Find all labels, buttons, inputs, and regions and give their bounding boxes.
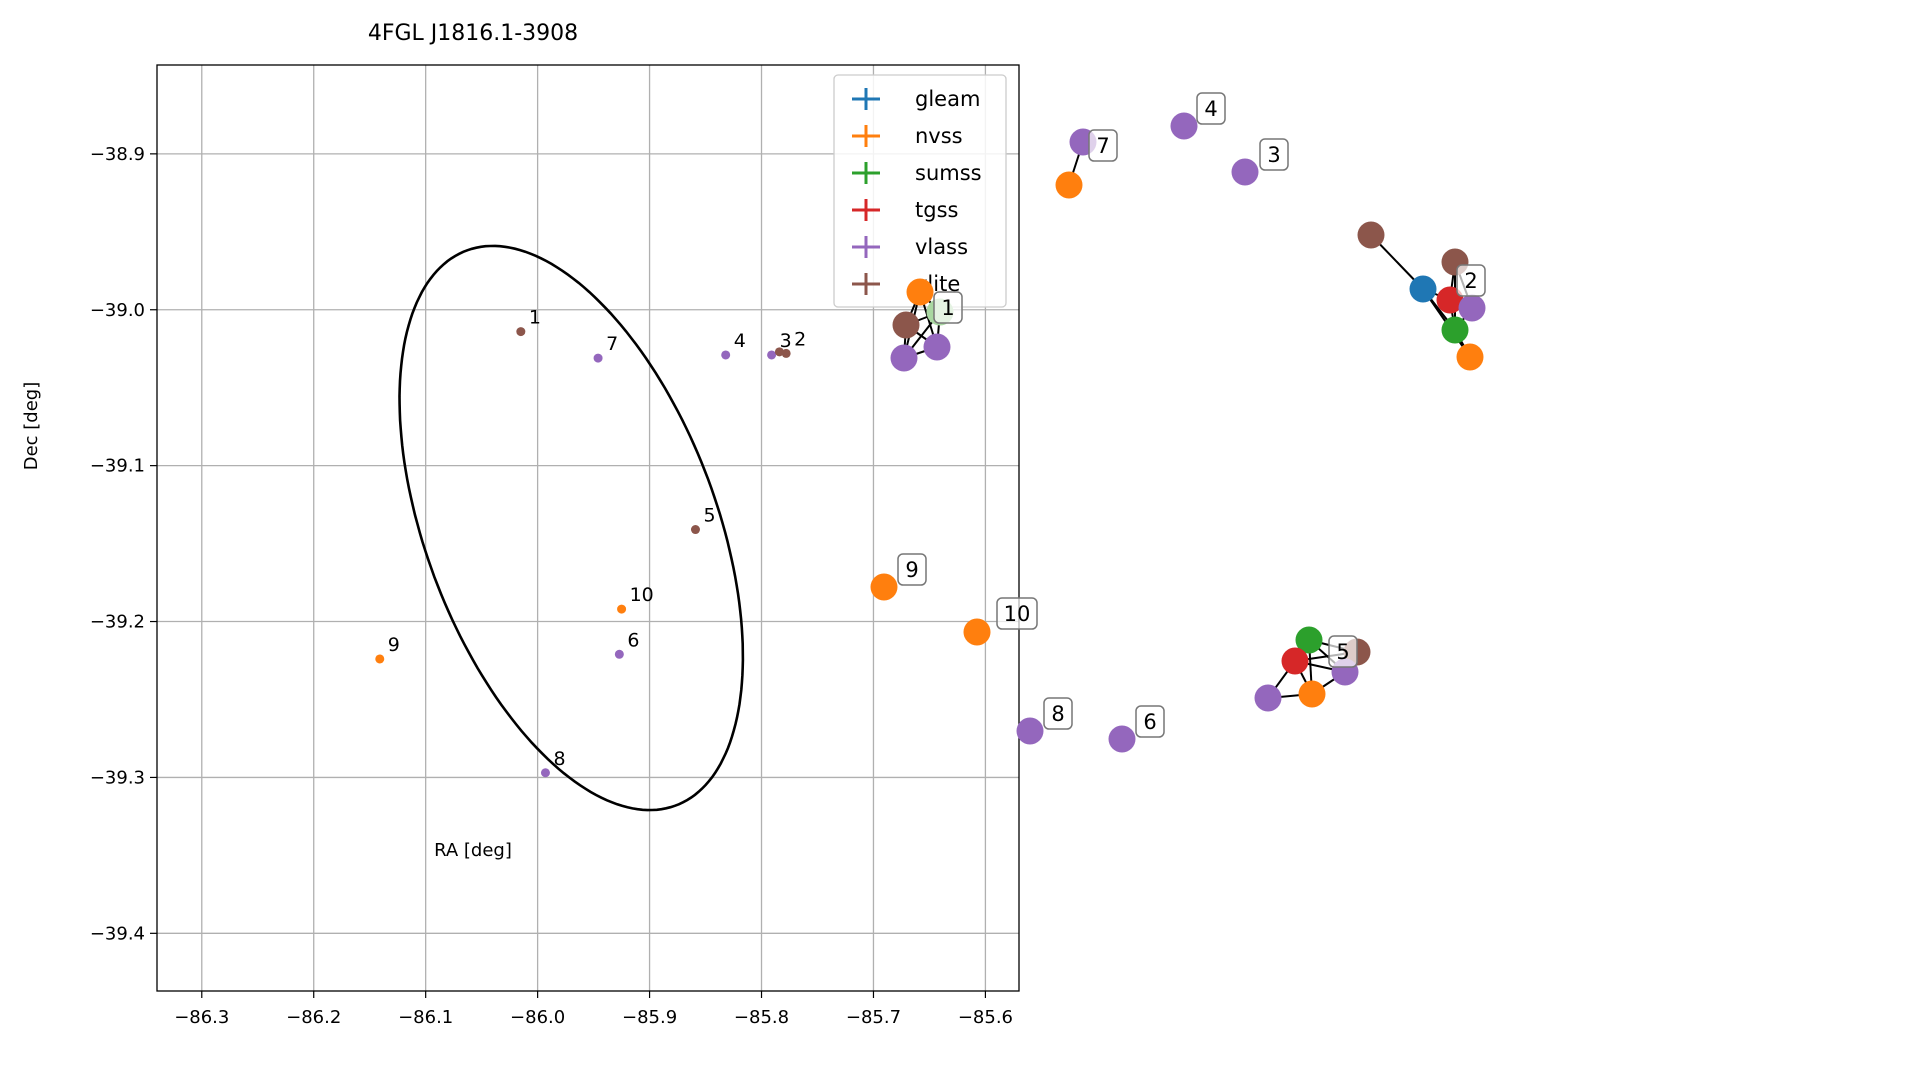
network-label-box	[897, 553, 927, 586]
network-label-box	[996, 597, 1038, 630]
network-label-box	[1328, 635, 1358, 668]
y-axis-label: Dec [deg]	[21, 382, 42, 471]
plot-axes: −86.3 −86.2 −86.1 −86.0 −85.9 −85.8 −85.7 −85.6…	[90, 64, 1020, 1028]
source-point-vlass[interactable]	[614, 649, 624, 659]
plot-gridlines	[157, 65, 1019, 991]
network-node-vlass[interactable]	[890, 344, 918, 372]
legend-label-tgss: tgss	[915, 198, 958, 222]
network-node-vlite[interactable]	[892, 311, 920, 339]
y-tick-label: −39.4	[90, 923, 145, 944]
network-label-box	[1456, 264, 1486, 297]
source-point-nvss[interactable]	[375, 654, 385, 664]
network-node-vlass[interactable]	[1458, 294, 1486, 322]
x-tick-label: −86.2	[286, 1007, 341, 1028]
network-label-box	[1196, 92, 1226, 125]
network-node-vlass[interactable]	[923, 333, 951, 361]
legend-box	[833, 74, 1007, 308]
source-label: 6	[627, 629, 639, 651]
source-label: 7	[606, 333, 618, 355]
network-node-vlite[interactable]	[1357, 221, 1385, 249]
source-point-vlass[interactable]	[593, 353, 603, 363]
network-label: 5	[1336, 640, 1349, 664]
source-point-nvss[interactable]	[617, 604, 627, 614]
network-node-nvss[interactable]	[1298, 680, 1326, 708]
source-point-vlite[interactable]	[516, 327, 526, 337]
source-point-vlass[interactable]	[767, 350, 777, 360]
network-label-box	[1135, 705, 1165, 738]
x-tick-label: −86.3	[174, 1007, 229, 1028]
x-tick-label: −85.8	[734, 1007, 789, 1028]
network-node-sumss[interactable]	[1441, 316, 1469, 344]
source-point-vlass[interactable]	[540, 768, 550, 778]
network-node-nvss[interactable]	[870, 573, 898, 601]
network-label: 4	[1204, 97, 1217, 121]
network-node-nvss[interactable]	[906, 278, 934, 306]
error-ellipse-group	[398, 244, 745, 812]
y-tick-label: −38.9	[90, 144, 145, 165]
source-point-vlite[interactable]	[774, 347, 784, 357]
network-labels: 7 4 3 2 1 9 10 5 8 6	[897, 92, 1486, 738]
network-label: 6	[1143, 710, 1156, 734]
network-node-nvss[interactable]	[1055, 171, 1083, 199]
x-tick-label: −86.0	[510, 1007, 565, 1028]
network-label: 10	[1004, 602, 1031, 626]
network-label: 7	[1096, 134, 1109, 158]
source-label: 5	[703, 505, 715, 527]
source-label: 8	[553, 748, 565, 770]
network-node-nvss[interactable]	[1456, 343, 1484, 371]
plot-title: 4FGL J1816.1-3908	[368, 21, 578, 46]
network-label: 2	[1464, 269, 1477, 293]
plot-frame	[156, 64, 1020, 992]
network-node-vlass[interactable]	[1016, 717, 1044, 745]
network-node-gleam[interactable]	[1409, 275, 1437, 303]
source-label: 10	[630, 584, 654, 606]
network-label-box	[1259, 138, 1289, 171]
network-label-box	[1088, 129, 1118, 162]
scatter-points: 1 7 4 3 2 5 10 6 9 8	[375, 307, 806, 778]
network-node-vlass[interactable]	[1231, 158, 1259, 186]
source-point-vlite[interactable]	[690, 525, 700, 535]
source-label: 9	[388, 634, 400, 656]
y-tick-label: −39.3	[90, 767, 145, 788]
x-tick-label: −85.7	[846, 1007, 901, 1028]
source-label: 3	[780, 330, 792, 352]
source-label: 1	[529, 307, 541, 329]
network-node-vlass[interactable]	[1254, 684, 1282, 712]
x-tick-label: −85.6	[958, 1007, 1013, 1028]
network-node-vlass[interactable]	[1108, 725, 1136, 753]
y-tick-label: −39.0	[90, 300, 145, 321]
legend-label-gleam: gleam	[915, 87, 980, 111]
x-tick-label: −86.1	[398, 1007, 453, 1028]
x-axis-label: RA [deg]	[434, 840, 512, 861]
source-label: 4	[734, 330, 746, 352]
network-node-nvss[interactable]	[963, 618, 991, 646]
network-node-sumss[interactable]	[1295, 626, 1323, 654]
network-node-vlass[interactable]	[1170, 112, 1198, 140]
source-label: 2	[794, 328, 806, 350]
y-tick-label: −39.1	[90, 456, 145, 477]
source-point-vlass[interactable]	[721, 350, 731, 360]
legend-label-nvss: nvss	[915, 124, 963, 148]
y-tick-label: −39.2	[90, 612, 145, 633]
source-point-vlite[interactable]	[781, 348, 791, 358]
network-label: 8	[1051, 702, 1064, 726]
legend-label-sumss: sumss	[915, 161, 982, 185]
network-label: 9	[905, 558, 918, 582]
network-label: 3	[1267, 143, 1280, 167]
x-tick-label: −85.9	[622, 1007, 677, 1028]
legend-label-vlass: vlass	[915, 235, 968, 259]
error-ellipse	[398, 244, 745, 812]
network-label: 1	[941, 296, 954, 320]
network-node-tgss[interactable]	[1281, 647, 1309, 675]
network-label-box	[1043, 697, 1073, 730]
network-label-box	[933, 291, 963, 324]
